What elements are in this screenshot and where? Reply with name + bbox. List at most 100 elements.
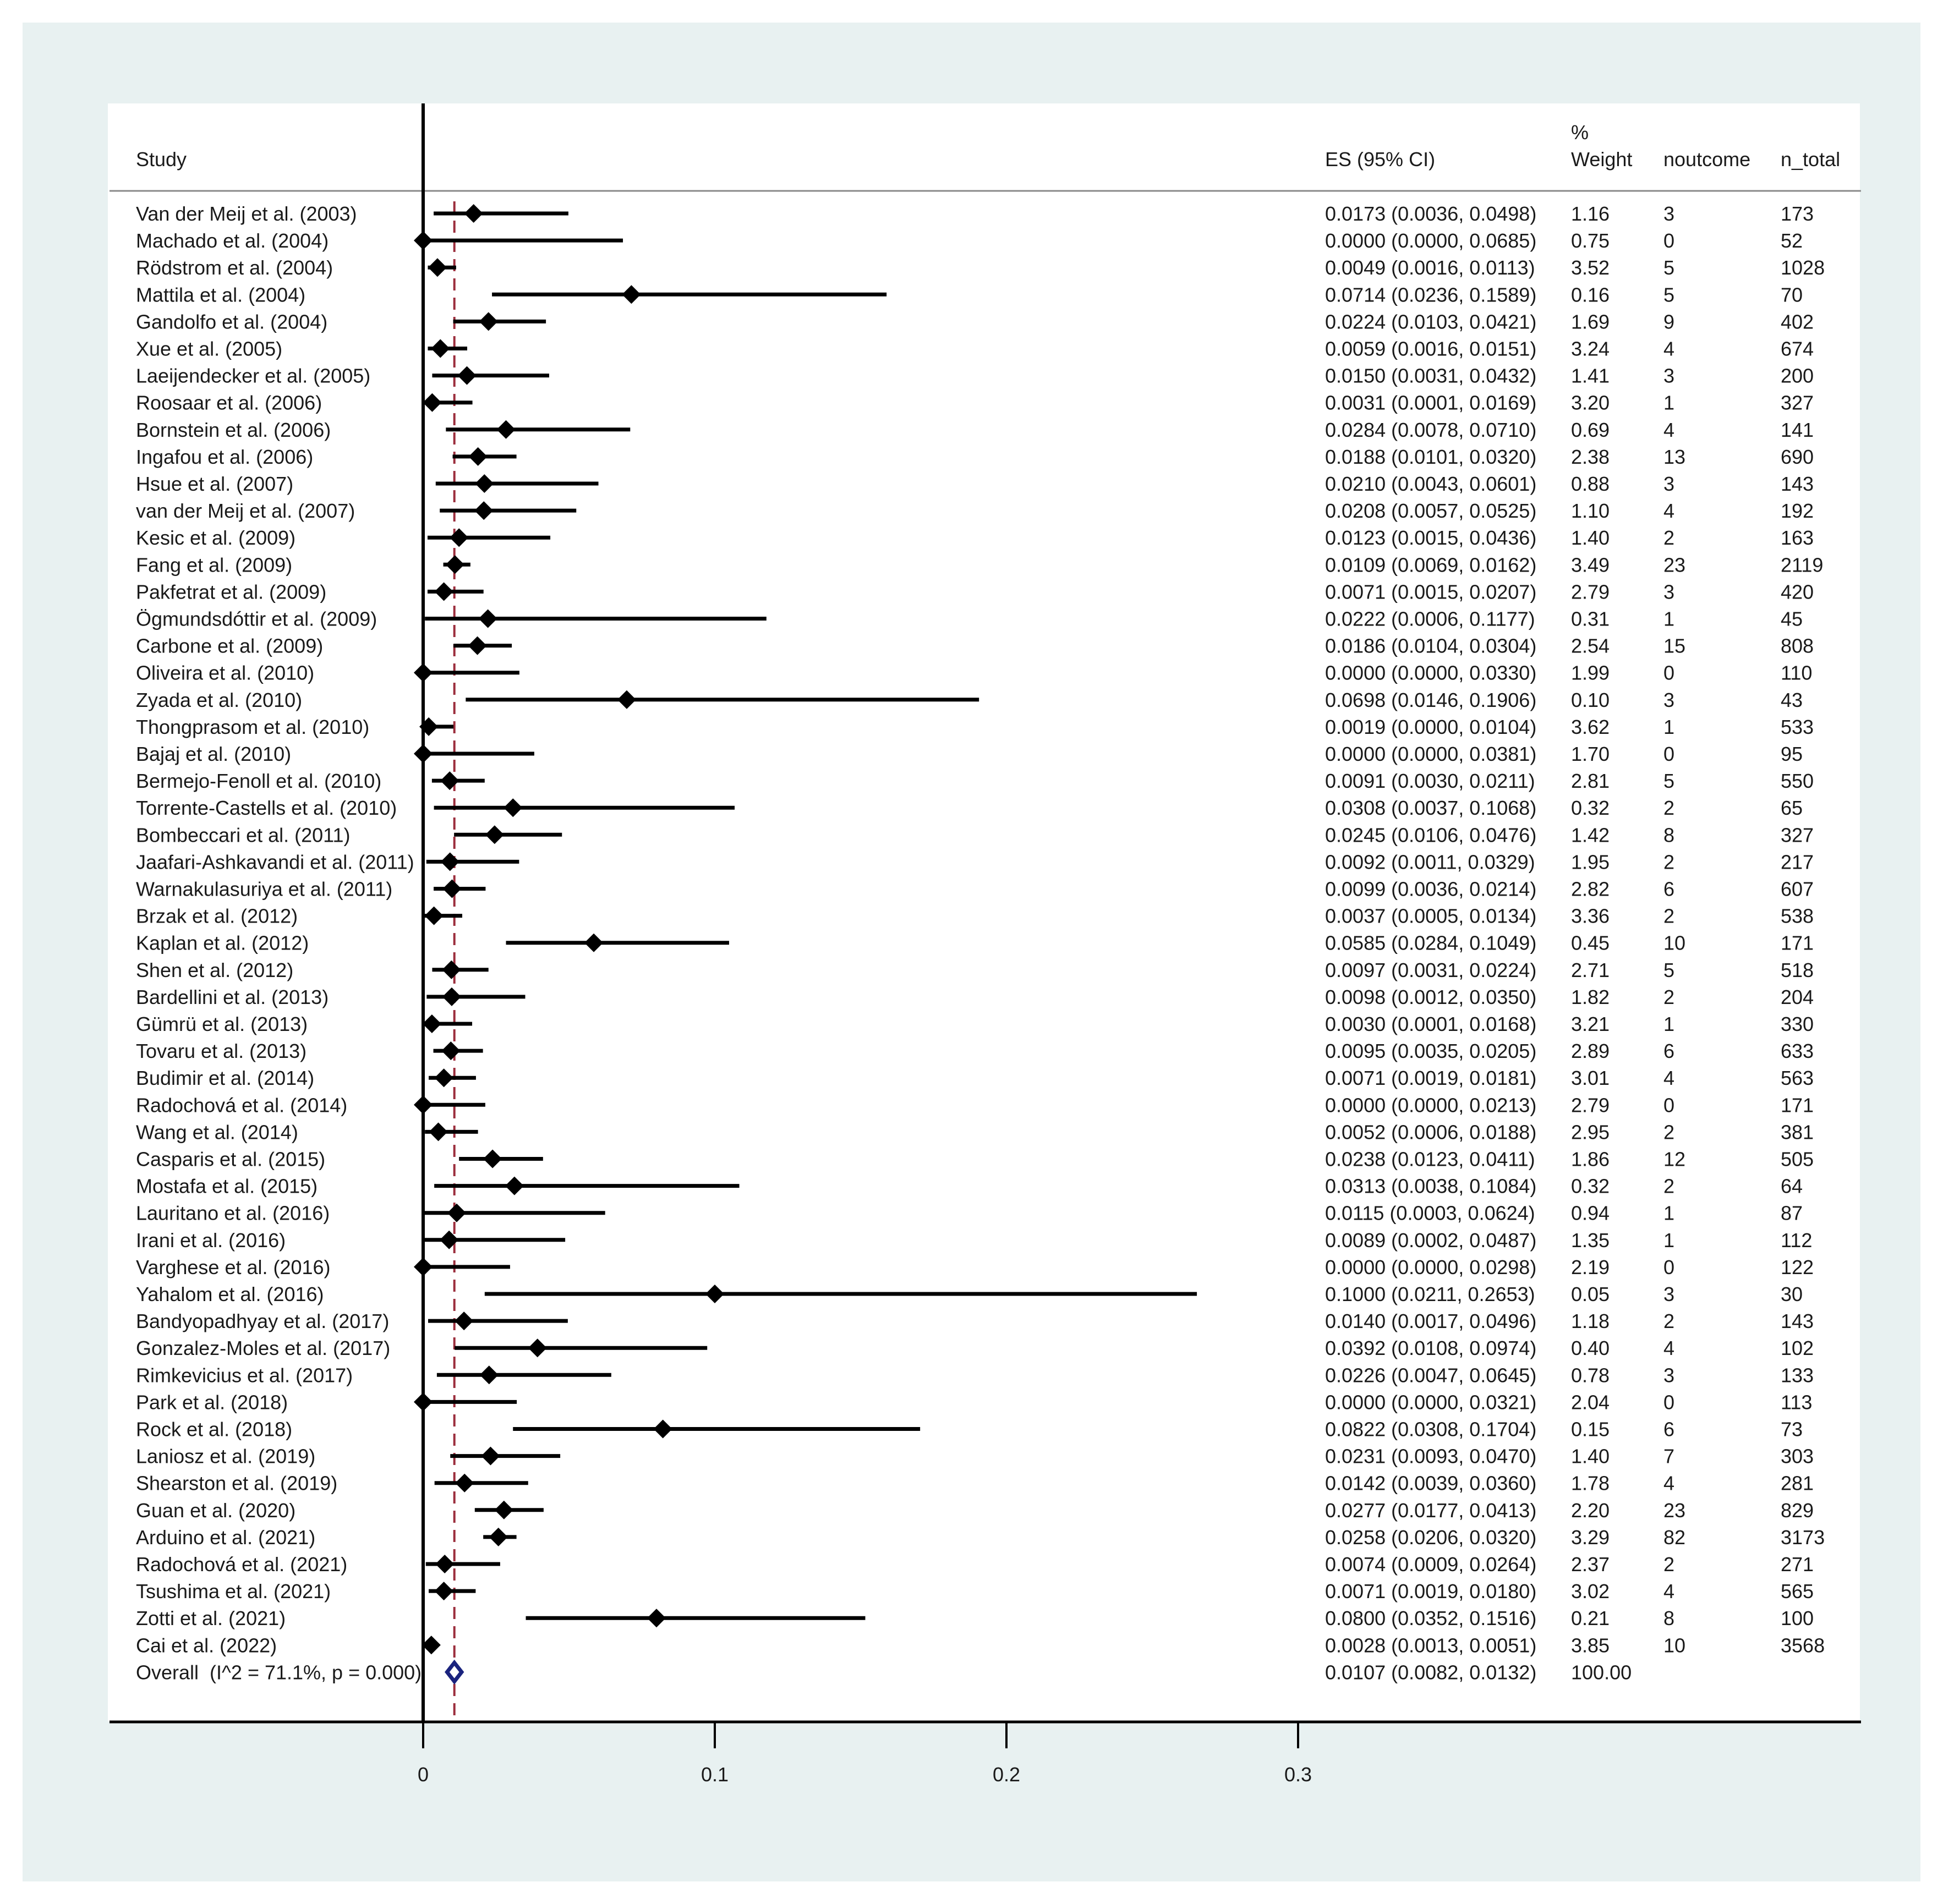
study-point-estimate	[505, 1176, 524, 1195]
study-ntotal: 171	[1781, 932, 1814, 954]
study-es-ci: 0.0059 (0.0016, 0.0151)	[1325, 338, 1536, 360]
study-row: Carbone et al. (2009) 0.0186 (0.0104, 0.0…	[136, 635, 1814, 657]
study-point-estimate	[528, 1338, 547, 1358]
study-point-estimate	[431, 339, 450, 358]
study-weight: 0.78	[1571, 1364, 1610, 1386]
study-name: Xue et al. (2005)	[136, 338, 282, 360]
study-noutcome: 4	[1663, 419, 1674, 441]
study-weight: 1.10	[1571, 500, 1610, 522]
study-name: Laniosz et al. (2019)	[136, 1445, 315, 1468]
study-row: Shen et al. (2012) 0.0097 (0.0031, 0.0224…	[136, 959, 1814, 981]
study-es-ci: 0.0115 (0.0003, 0.0624)	[1325, 1202, 1535, 1225]
study-row: Bandyopadhyay et al. (2017) 0.0140 (0.001…	[136, 1310, 1814, 1332]
study-weight: 1.82	[1571, 986, 1610, 1008]
study-ntotal: 538	[1781, 905, 1814, 928]
study-noutcome: 1	[1663, 608, 1674, 630]
study-es-ci: 0.0150 (0.0031, 0.0432)	[1325, 365, 1536, 387]
study-row: Rimkevicius et al. (2017) 0.0226 (0.0047,…	[136, 1364, 1814, 1386]
study-weight: 0.10	[1571, 689, 1610, 711]
study-name: Fang et al. (2009)	[136, 553, 292, 576]
study-name: Bornstein et al. (2006)	[136, 419, 331, 441]
header-es: ES (95% CI)	[1325, 148, 1435, 171]
study-row: Bornstein et al. (2006) 0.0284 (0.0078, 0…	[136, 419, 1814, 441]
study-ntotal: 2119	[1781, 553, 1823, 576]
study-weight: 2.81	[1571, 770, 1610, 792]
study-ntotal: 192	[1781, 500, 1814, 522]
study-noutcome: 8	[1663, 1607, 1674, 1629]
x-tick-label: 0.2	[993, 1763, 1020, 1786]
study-noutcome: 7	[1663, 1445, 1674, 1468]
study-es-ci: 0.0238 (0.0123, 0.0411)	[1325, 1148, 1535, 1171]
x-tick-label: 0.1	[701, 1763, 729, 1786]
study-point-estimate	[428, 258, 447, 277]
study-weight: 3.49	[1571, 553, 1610, 576]
study-weight: 2.37	[1571, 1553, 1610, 1576]
study-row: Irani et al. (2016) 0.0089 (0.0002, 0.048…	[136, 1229, 1812, 1252]
study-name: Hsue et al. (2007)	[136, 473, 293, 495]
study-es-ci: 0.0714 (0.0236, 0.1589)	[1325, 283, 1536, 306]
study-name: Carbone et al. (2009)	[136, 635, 323, 657]
study-row: Kesic et al. (2009) 0.0123 (0.0015, 0.043…	[136, 526, 1814, 549]
study-name: Bardellini et al. (2013)	[136, 986, 329, 1008]
study-row: Torrente-Castells et al. (2010) 0.0308 (0…	[136, 797, 1803, 819]
study-ntotal: 3173	[1781, 1526, 1825, 1549]
study-weight: 2.54	[1571, 635, 1610, 657]
study-point-estimate	[440, 852, 459, 871]
study-noutcome: 0	[1663, 229, 1674, 252]
study-ntotal: 518	[1781, 959, 1814, 981]
study-row: Gonzalez-Moles et al. (2017) 0.0392 (0.01…	[136, 1337, 1814, 1359]
study-point-estimate	[475, 474, 494, 493]
study-point-estimate	[414, 231, 433, 250]
study-weight: 0.94	[1571, 1202, 1610, 1225]
study-name: Jaafari-Ashkavandi et al. (2011)	[136, 851, 414, 873]
study-name: Pakfetrat et al. (2009)	[136, 580, 326, 603]
study-ntotal: 327	[1781, 392, 1814, 414]
study-ntotal: 70	[1781, 283, 1803, 306]
study-point-estimate	[584, 933, 604, 952]
study-row: Varghese et al. (2016) 0.0000 (0.0000, 0.…	[136, 1256, 1814, 1279]
study-ntotal: 87	[1781, 1202, 1803, 1225]
study-ntotal: 808	[1781, 635, 1814, 657]
study-ntotal: 141	[1781, 419, 1814, 441]
study-ntotal: 381	[1781, 1121, 1814, 1143]
study-weight: 1.16	[1571, 202, 1610, 225]
column-headers: Study ES (95% CI)% Weight noutcome n_total	[136, 121, 1840, 171]
study-point-estimate	[442, 987, 461, 1006]
study-point-estimate	[653, 1419, 672, 1439]
study-ntotal: 102	[1781, 1337, 1814, 1359]
study-row: Hsue et al. (2007) 0.0210 (0.0043, 0.0601…	[136, 473, 1814, 495]
study-weight: 2.79	[1571, 580, 1610, 603]
study-name: Rödstrom et al. (2004)	[136, 256, 333, 279]
study-ntotal: 303	[1781, 1445, 1814, 1468]
study-noutcome: 4	[1663, 1067, 1674, 1089]
study-noutcome: 13	[1663, 446, 1685, 468]
study-ntotal: 43	[1781, 689, 1803, 711]
study-es-ci: 0.0284 (0.0078, 0.0710)	[1325, 419, 1536, 441]
study-noutcome: 2	[1663, 526, 1674, 549]
study-name: Tsushima et al. (2021)	[136, 1580, 331, 1603]
study-es-ci: 0.0277 (0.0177, 0.0413)	[1325, 1499, 1536, 1522]
study-weight: 0.05	[1571, 1283, 1610, 1305]
study-row: Jaafari-Ashkavandi et al. (2011) 0.0092 (…	[136, 851, 1814, 873]
study-name: Ingafou et al. (2006)	[136, 446, 313, 468]
study-point-estimate	[445, 555, 464, 574]
study-weight: 0.32	[1571, 797, 1610, 819]
study-name: Gandolfo et al. (2004)	[136, 310, 327, 333]
study-point-estimate	[434, 1068, 453, 1088]
study-noutcome: 82	[1663, 1526, 1685, 1549]
study-noutcome: 2	[1663, 986, 1674, 1008]
study-weight: 2.19	[1571, 1256, 1610, 1279]
study-name: Torrente-Castells et al. (2010)	[136, 797, 397, 819]
study-name: Park et al. (2018)	[136, 1391, 288, 1413]
study-weight: 2.82	[1571, 878, 1610, 901]
study-es-ci: 0.0092 (0.0011, 0.0329)	[1325, 851, 1535, 873]
study-es-ci: 0.0142 (0.0039, 0.0360)	[1325, 1472, 1536, 1495]
study-weight: 0.15	[1571, 1418, 1610, 1441]
study-ntotal: 271	[1781, 1553, 1814, 1576]
study-es-ci: 0.0052 (0.0006, 0.0188)	[1325, 1121, 1536, 1143]
study-ntotal: 607	[1781, 878, 1814, 901]
study-weight: 0.31	[1571, 608, 1610, 630]
study-weight: 3.20	[1571, 392, 1610, 414]
study-point-estimate	[483, 1149, 502, 1168]
